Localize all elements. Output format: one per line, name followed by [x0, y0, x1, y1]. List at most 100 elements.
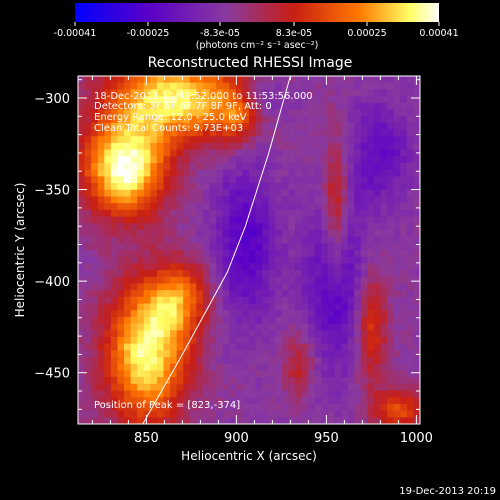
heatmap-cell	[393, 149, 401, 157]
heatmap-cell	[393, 337, 401, 345]
heatmap-cell	[110, 403, 118, 412]
heatmap-cell	[301, 149, 309, 157]
heatmap-cell	[295, 377, 303, 385]
heatmap-cell	[249, 236, 256, 244]
heatmap-cell	[400, 236, 408, 244]
heatmap-cell	[170, 209, 178, 217]
heatmap-cell	[196, 290, 204, 298]
heatmap-cell	[387, 370, 395, 378]
heatmap-cell	[91, 122, 99, 130]
heatmap-cell	[117, 223, 125, 231]
heatmap-cell	[216, 76, 224, 84]
heatmap-cell	[281, 209, 289, 217]
heatmap-cell	[301, 229, 309, 238]
heatmap-cell	[406, 189, 414, 197]
heatmap-cell	[341, 350, 349, 358]
heatmap-cell	[288, 357, 296, 365]
heatmap-cell	[78, 330, 85, 338]
heatmap-cell	[347, 229, 355, 238]
heatmap-cell	[222, 236, 230, 244]
heatmap-cell	[222, 283, 230, 291]
heatmap-cell	[341, 397, 349, 405]
heatmap-cell	[249, 350, 256, 358]
heatmap-cell	[393, 410, 401, 418]
heatmap-cell	[137, 176, 145, 184]
heatmap-cell	[163, 270, 171, 278]
heatmap-cell	[281, 203, 289, 211]
heatmap-cell	[104, 96, 112, 104]
heatmap-cell	[406, 129, 414, 137]
heatmap-cell	[209, 229, 217, 238]
heatmap-cell	[183, 410, 191, 418]
heatmap-cell	[222, 417, 230, 424]
heatmap-cell	[176, 243, 184, 251]
heatmap-cell	[176, 410, 184, 418]
heatmap-cell	[209, 109, 217, 117]
heatmap-cell	[84, 163, 92, 171]
heatmap-cell	[360, 163, 368, 171]
heatmap-cell	[229, 270, 237, 278]
heatmap-cell	[104, 156, 112, 164]
heatmap-cell	[235, 350, 243, 358]
heatmap-cell	[170, 176, 178, 184]
heatmap-cell	[301, 390, 309, 398]
heatmap-cell	[393, 189, 401, 197]
heatmap-cell	[242, 216, 250, 224]
heatmap-cell	[124, 223, 132, 231]
heatmap-cell	[360, 316, 368, 325]
heatmap-cell	[183, 163, 191, 171]
heatmap-cell	[143, 243, 151, 251]
heatmap-cell	[367, 129, 375, 137]
heatmap-cell	[360, 370, 368, 378]
heatmap-cell	[156, 229, 164, 238]
heatmap-cell	[367, 196, 375, 204]
heatmap-cell	[314, 270, 322, 278]
heatmap-cell	[229, 196, 237, 204]
heatmap-cell	[91, 283, 99, 291]
heatmap-cell	[117, 250, 125, 258]
heatmap-cell	[209, 196, 217, 204]
heatmap-cell	[150, 116, 158, 124]
heatmap-cell	[413, 196, 420, 204]
heatmap-cell	[281, 296, 289, 304]
heatmap-cell	[209, 417, 217, 424]
heatmap-cell	[242, 417, 250, 424]
heatmap-cell	[150, 102, 158, 110]
heatmap-cell	[163, 156, 171, 164]
heatmap-cell	[91, 310, 99, 318]
heatmap-cell	[91, 296, 99, 304]
heatmap-cell	[110, 82, 118, 90]
heatmap-cell	[150, 343, 158, 351]
heatmap-cell	[354, 136, 362, 144]
heatmap-cell	[189, 270, 197, 278]
heatmap-cell	[91, 403, 99, 412]
heatmap-cell	[97, 243, 105, 251]
heatmap-cell	[216, 377, 224, 385]
heatmap-cell	[110, 129, 118, 137]
heatmap-cell	[202, 149, 210, 157]
heatmap-cell	[308, 397, 316, 405]
heatmap-cell	[156, 330, 164, 338]
heatmap-cell	[124, 296, 132, 304]
heatmap-cell	[84, 397, 92, 405]
heatmap-cell	[202, 96, 210, 104]
heatmap-cell	[222, 82, 230, 90]
heatmap-cell	[301, 370, 309, 378]
heatmap-cell	[281, 417, 289, 424]
heatmap-cell	[301, 250, 309, 258]
heatmap-cell	[150, 156, 158, 164]
heatmap-cell	[97, 370, 105, 378]
heatmap-cell	[255, 189, 263, 197]
heatmap-cell	[196, 403, 204, 412]
heatmap-cell	[393, 163, 401, 171]
heatmap-cell	[156, 156, 164, 164]
heatmap-cell	[189, 263, 197, 271]
heatmap-cell	[176, 256, 184, 264]
heatmap-cell	[400, 250, 408, 258]
heatmap-cell	[400, 303, 408, 311]
heatmap-cell	[170, 89, 178, 97]
heatmap-cell	[229, 96, 237, 104]
heatmap-cell	[367, 250, 375, 258]
heatmap-cell	[288, 370, 296, 378]
heatmap-cell	[288, 290, 296, 298]
